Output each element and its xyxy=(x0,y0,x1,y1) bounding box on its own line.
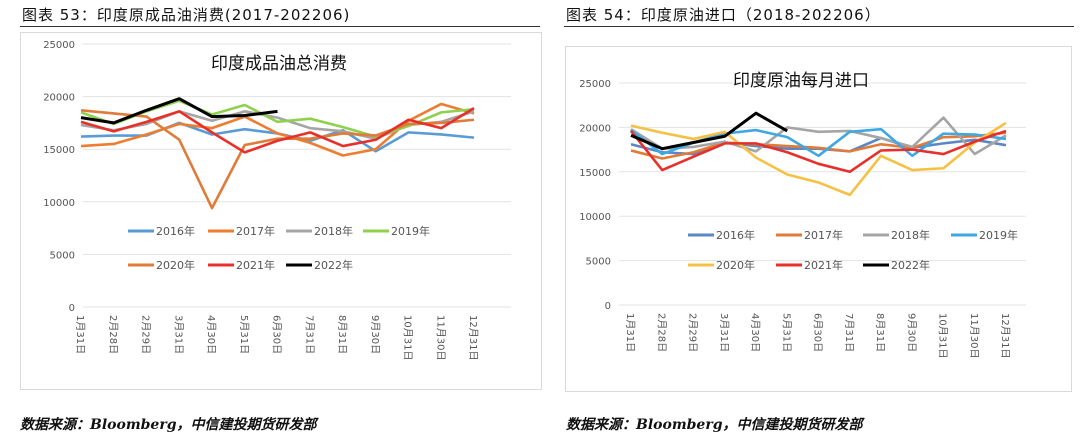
x-tick-label: 7月31日 xyxy=(843,313,855,352)
x-tick-label: 6月30日 xyxy=(271,315,283,354)
legend-label: 2017年 xyxy=(236,224,275,238)
legend-label: 2021年 xyxy=(236,258,275,272)
divider xyxy=(564,26,1074,27)
divider xyxy=(20,26,540,27)
x-tick-label: 2月28日 xyxy=(655,313,667,352)
figure-header-53: 图表 53：印度原成品油消费(2017-202206) xyxy=(22,6,351,24)
x-tick-label: 9月30日 xyxy=(905,313,917,352)
legend-label: 2016年 xyxy=(156,224,195,238)
chart-consumption: 0 5000 10000 15000 20000 25000 1月31日 2月28日 2月29日… xyxy=(20,32,542,390)
legend-label: 2019年 xyxy=(391,224,430,238)
figure-header-54: 图表 54：印度原油进口（2018-202206） xyxy=(566,6,881,24)
y-tick-label: 0 xyxy=(69,303,75,314)
series-line-2021年 xyxy=(80,107,475,154)
x-tick-label: 12月31日 xyxy=(999,313,1011,358)
x-tick-label: 8月31日 xyxy=(336,315,348,354)
series-line-2020年 xyxy=(80,108,475,210)
x-tick-label: 11月30日 xyxy=(434,315,446,360)
series-line-2022年 xyxy=(80,97,278,125)
chart-imports: 0 5000 10000 15000 20000 25000 1月31日 2月28日 2月29日… xyxy=(565,46,1072,392)
x-tick-label: 12月31日 xyxy=(467,315,479,360)
y-tick-label: 15000 xyxy=(579,168,611,179)
source-note-left: 数据来源：Bloomberg，中信建投期货研发部 xyxy=(20,417,317,433)
y-tick-label: 15000 xyxy=(43,145,75,156)
x-tick-label: 6月30日 xyxy=(812,313,824,352)
y-tick-label: 5000 xyxy=(50,250,75,261)
legend-label: 2017年 xyxy=(804,228,843,242)
y-tick-label: 0 xyxy=(605,301,611,312)
series-line-2021年 xyxy=(629,129,1007,174)
source-note-right: 数据来源：Bloomberg，中信建投期货研发部 xyxy=(566,417,863,433)
legend-label: 2022年 xyxy=(891,258,930,272)
x-tick-label: 10月31日 xyxy=(937,313,949,358)
chart-title: 印度成品油总消费 xyxy=(211,54,347,74)
series-line-2022年 xyxy=(630,111,788,151)
y-tick-label: 5000 xyxy=(586,257,611,268)
x-tick-label: 4月30日 xyxy=(749,313,761,352)
legend-label: 2016年 xyxy=(716,228,755,242)
y-tick-label: 10000 xyxy=(579,212,611,223)
x-tick-label: 3月31日 xyxy=(718,313,730,352)
legend-label: 2020年 xyxy=(716,258,755,272)
legend-label: 2021年 xyxy=(804,258,843,272)
x-tick-label: 3月31日 xyxy=(172,315,184,354)
legend-label: 2018年 xyxy=(891,228,930,242)
y-tick-label: 25000 xyxy=(43,40,75,51)
x-tick-label: 2月29日 xyxy=(687,313,699,352)
y-tick-label: 20000 xyxy=(43,93,75,104)
x-tick-label: 11月30日 xyxy=(968,313,980,358)
y-tick-label: 20000 xyxy=(579,123,611,134)
legend-label: 2022年 xyxy=(314,258,353,272)
x-tick-label: 7月31日 xyxy=(303,315,315,354)
y-tick-label: 25000 xyxy=(579,79,611,90)
series-line-2017年 xyxy=(630,131,1007,160)
x-tick-label: 10月31日 xyxy=(402,315,414,360)
x-tick-label: 1月31日 xyxy=(624,313,636,352)
x-tick-label: 8月31日 xyxy=(874,313,886,352)
chart-consumption-svg: 0 5000 10000 15000 20000 25000 1月31日 2月28日 2月29日… xyxy=(43,40,511,360)
x-tick-label: 2月28日 xyxy=(107,315,119,354)
chart-imports-svg: 0 5000 10000 15000 20000 25000 1月31日 2月28日 2月29日… xyxy=(579,71,1026,358)
x-tick-label: 4月30日 xyxy=(205,315,217,354)
chart-title: 印度原油每月进口 xyxy=(733,71,869,91)
legend-label: 2020年 xyxy=(156,258,195,272)
legend-label: 2019年 xyxy=(979,228,1018,242)
y-tick-label: 10000 xyxy=(43,198,75,209)
x-tick-label: 1月31日 xyxy=(74,315,86,354)
x-tick-label: 5月31日 xyxy=(238,315,250,354)
series-line-2020年 xyxy=(630,121,1007,197)
x-tick-label: 2月29日 xyxy=(140,315,152,354)
legend-label: 2018年 xyxy=(314,224,353,238)
series-line-2018年 xyxy=(630,116,1007,156)
x-tick-label: 5月31日 xyxy=(780,313,792,352)
x-tick-label: 9月30日 xyxy=(369,315,381,354)
